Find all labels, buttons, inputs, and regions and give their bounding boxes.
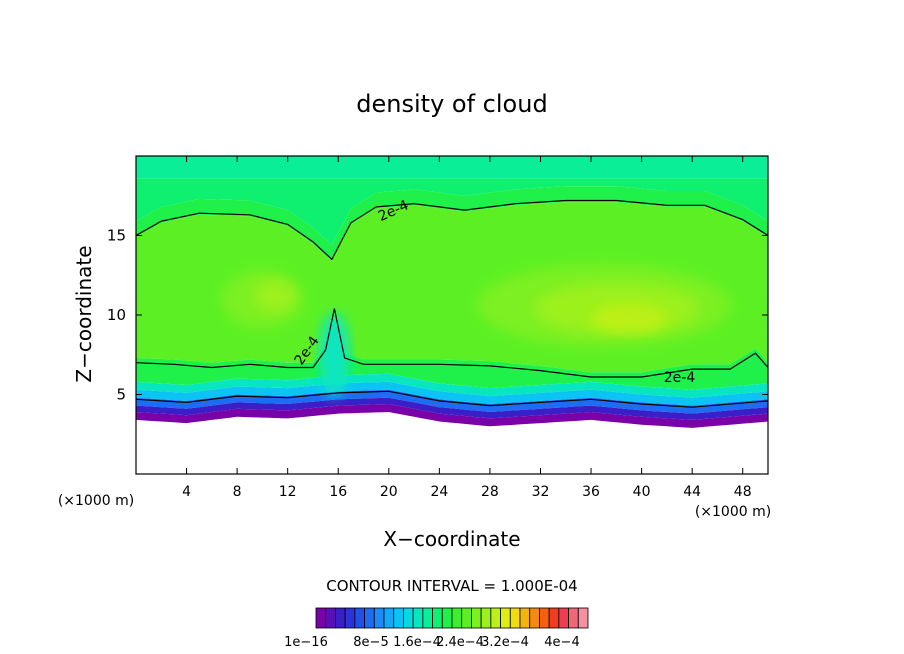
colorbar-swatch (539, 607, 550, 629)
contour-label: 2e-4 (664, 370, 696, 386)
contour-lower (136, 308, 768, 378)
colorbar-label: 4e−4 (544, 635, 579, 650)
colorbar (315, 607, 589, 629)
plume-column (319, 313, 350, 397)
field-band-top (136, 156, 768, 179)
field-band-purple (136, 404, 768, 428)
x-tick-label: 48 (734, 484, 752, 500)
contour-lines: 2e-42e-42e-4 (136, 197, 768, 408)
colorbar-swatch (393, 607, 404, 629)
contour-upper (136, 199, 768, 261)
x-tick-label: 16 (329, 484, 347, 500)
x-unit-right: (×1000 m) (695, 504, 771, 520)
heatmap-field (136, 156, 768, 428)
colorbar-swatch (558, 607, 569, 629)
contour-interval-text: CONTOUR INTERVAL = 1.000E-04 (326, 577, 577, 595)
x-tick-label: 4 (182, 484, 191, 500)
colorbar-swatch (568, 607, 579, 629)
x-tick-label: 8 (233, 484, 242, 500)
colorbar-swatch (364, 607, 375, 629)
y-tick-label: 15 (107, 227, 126, 245)
colorbar-swatch (383, 607, 395, 629)
core-patch-left-inner (254, 280, 296, 312)
colorbar-swatch (432, 607, 443, 629)
colorbar-swatch (373, 607, 385, 629)
colorbar-swatch (344, 607, 356, 629)
field-band-lightblue (136, 381, 768, 406)
y-axis-ticks: 5 10 15 (107, 227, 768, 404)
colorbar-swatch (548, 607, 560, 629)
core-patch-right-peak (591, 303, 667, 333)
x-tick-label: 40 (633, 484, 651, 500)
x-tick-label: 12 (279, 484, 297, 500)
x-axis-label: X−coordinate (383, 527, 520, 551)
field-band-upper (136, 178, 768, 245)
field-band-upper-edge (136, 186, 768, 261)
colorbar-swatch (577, 607, 589, 629)
x-axis-ticks: 4 8 12 16 20 24 28 32 36 40 44 48 (182, 156, 752, 500)
colorbar-label: 2.4e−4 (436, 635, 484, 650)
colorbar-swatch (471, 607, 482, 629)
field-band-cyan (136, 373, 768, 398)
colorbar-swatch (519, 607, 531, 629)
field-band-lower (136, 315, 768, 390)
colorbar-swatch (509, 607, 521, 629)
colorbar-swatch (335, 607, 346, 629)
x-tick-label: 36 (582, 484, 600, 500)
colorbar-swatch (441, 607, 453, 629)
colorbar-label: 8e−5 (353, 635, 388, 650)
chart-title: density of cloud (356, 90, 547, 118)
x-tick-label: 28 (481, 484, 499, 500)
y-axis-label: Z−coordinate (72, 245, 96, 382)
x-tick-label: 32 (532, 484, 550, 500)
colorbar-swatch (315, 607, 327, 629)
x-unit-left: (×1000 m) (58, 493, 134, 509)
colorbar-swatch (354, 607, 365, 629)
y-tick-label: 5 (116, 386, 126, 404)
field-band-darkblue (136, 397, 768, 420)
x-tick-label: 20 (380, 484, 398, 500)
contour-base (136, 390, 768, 408)
colorbar-label: 1.6e−4 (393, 635, 441, 650)
colorbar-swatch (325, 607, 336, 629)
colorbar-swatch (461, 607, 472, 629)
colorbar-swatch (490, 607, 501, 629)
colorbar-swatch (451, 607, 463, 629)
colorbar-label: 3.2e−4 (481, 635, 529, 650)
colorbar-label: 1e−16 (284, 635, 328, 650)
colorbar-labels: 1e−16 8e−5 1.6e−42.4e−43.2e−4 4e−4 (284, 635, 580, 650)
y-tick-label: 10 (107, 306, 126, 324)
colorbar-swatch (412, 607, 424, 629)
colorbar-swatch (480, 607, 492, 629)
colorbar-swatch (422, 607, 433, 629)
x-tick-label: 24 (430, 484, 448, 500)
colorbar-swatch (403, 607, 414, 629)
colorbar-swatch (500, 607, 511, 629)
x-tick-label: 44 (683, 484, 701, 500)
colorbar-swatch (529, 607, 540, 629)
